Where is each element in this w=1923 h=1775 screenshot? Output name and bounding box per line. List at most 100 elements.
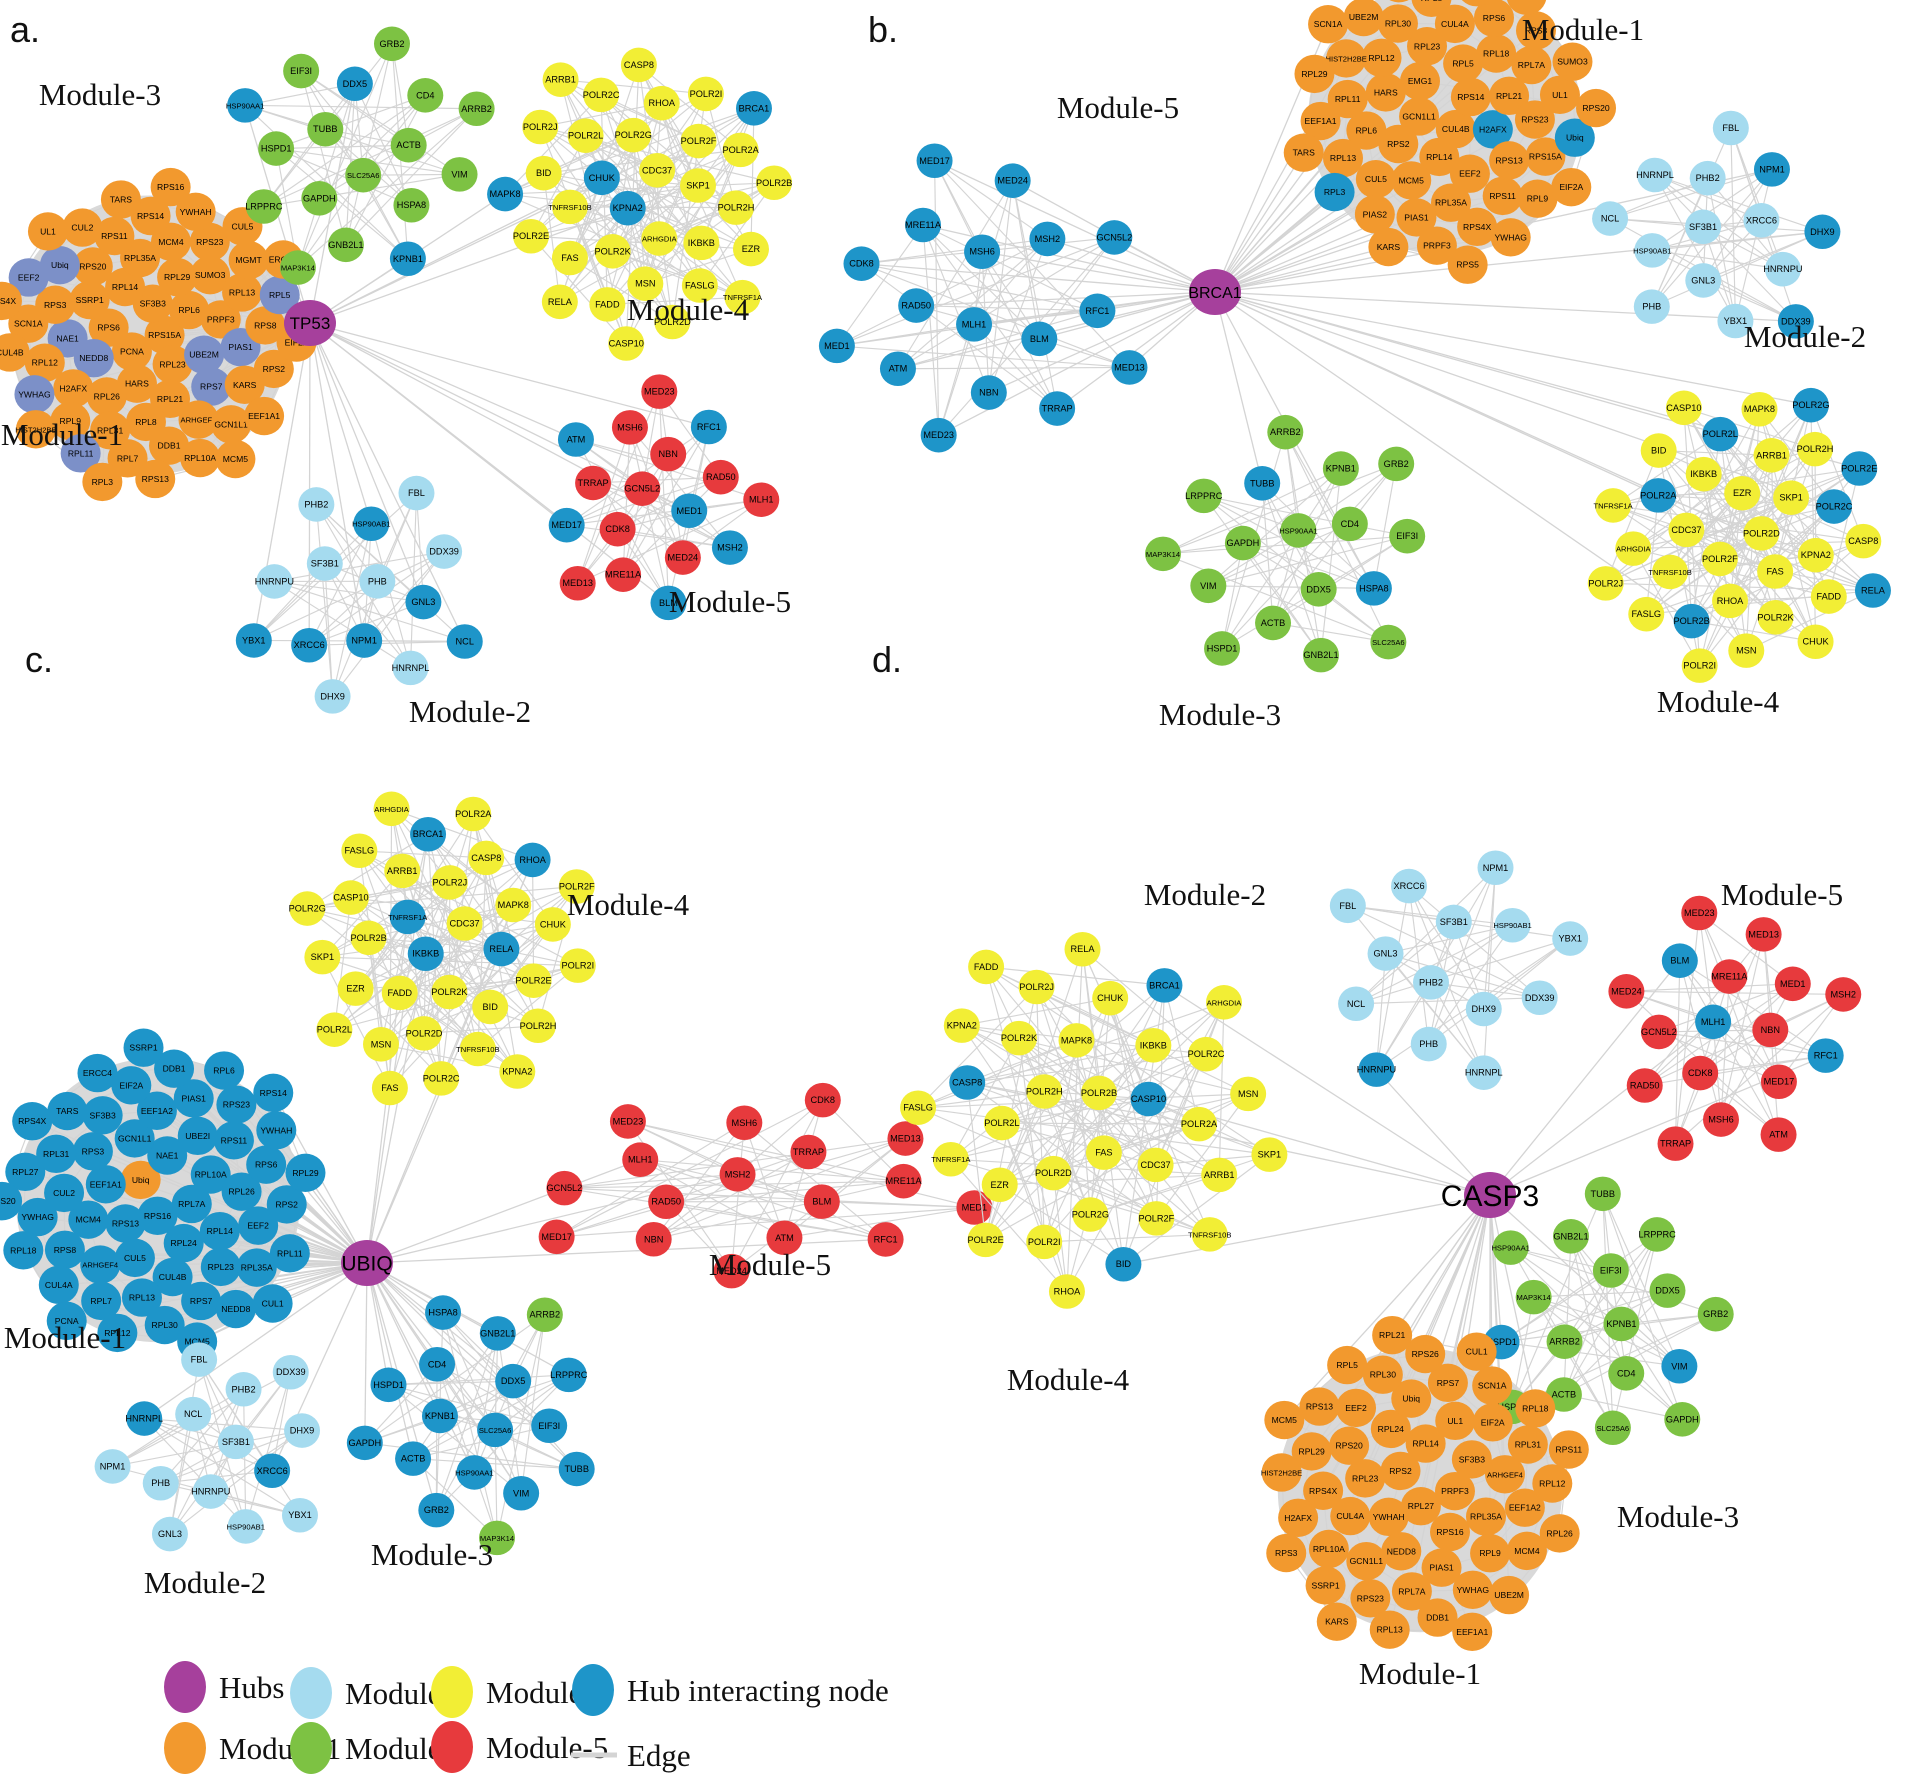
node-RPS8: RPS8 — [245, 306, 286, 345]
node-label-RPL10A: RPL10A — [195, 1170, 227, 1180]
node-label-MED17: MED17 — [919, 156, 950, 166]
node-BRCA1: BRCA1 — [735, 91, 772, 126]
node-CASP10: CASP10 — [608, 326, 645, 361]
node-circle-POLR2F — [1138, 1201, 1175, 1236]
node-label-UL1: UL1 — [1552, 90, 1568, 100]
node-label-ARRB2: ARRB2 — [461, 104, 492, 114]
node-label-MSN: MSN — [1736, 646, 1756, 656]
node-label-ACTB: ACTB — [401, 1454, 426, 1464]
node-CASP8: CASP8 — [620, 47, 657, 83]
node-label-NCL: NCL — [1601, 214, 1619, 224]
node-HSPD1: HSPD1 — [1204, 631, 1241, 666]
node-KPNA2: KPNA2 — [943, 1008, 980, 1043]
node-UBE2M: UBE2M — [1343, 0, 1384, 37]
node-label-HSP90AA1: HSP90AA1 — [455, 1468, 493, 1477]
node-circle-VIM — [1190, 568, 1227, 604]
node-HNRNPL: HNRNPL — [1465, 1055, 1503, 1090]
node-circle-RPL29 — [157, 257, 198, 297]
node-RPL29: RPL29 — [157, 257, 198, 297]
node-circle-BRCA1 — [735, 91, 772, 126]
node-label-RPS23: RPS23 — [1521, 115, 1548, 125]
node-label-PHB2: PHB2 — [304, 499, 328, 509]
node-ATM: ATM — [766, 1220, 803, 1256]
node-circle-POLR2D — [1035, 1155, 1072, 1191]
node-circle-RAD50 — [648, 1184, 685, 1220]
node-label-POLR2C: POLR2C — [1816, 502, 1853, 512]
node-circle-EEF2 — [8, 258, 49, 297]
node-RPL10A: RPL10A — [1308, 1529, 1349, 1569]
node-label-RPL10A: RPL10A — [184, 453, 216, 463]
node-label-RPS2: RPS2 — [1389, 1466, 1412, 1476]
node-circle-POLR2D — [654, 304, 691, 340]
node-circle-MED13 — [1111, 350, 1148, 385]
node-circle-YBX1 — [1552, 921, 1589, 956]
node-MSH2: MSH2 — [719, 1157, 756, 1192]
node-EZR: EZR — [337, 971, 374, 1006]
nodes-layer: PHB2SF3B1DHX9GNL3HSP90AB1PHBXRCC6DDX39NC… — [900, 850, 1862, 1651]
node-circle-TARS — [47, 1091, 88, 1131]
node-RPL10A: RPL10A — [1389, 0, 1409, 3]
node-label-GAPDH: GAPDH — [1227, 538, 1260, 548]
node-label-Ubiq: Ubiq — [1566, 133, 1584, 143]
node-circle-RPL6 — [169, 290, 210, 330]
node-label-EZR: EZR — [346, 984, 365, 994]
node-HSPD1: HSPD1 — [370, 1367, 407, 1403]
node-POLR2E: POLR2E — [1841, 451, 1877, 486]
node-circle-RPL26 — [221, 1172, 262, 1211]
node-RPL23: RPL23 — [200, 1247, 241, 1287]
node-circle-EIF2A — [111, 1066, 152, 1105]
node-circle-GCN5L2 — [546, 1170, 583, 1206]
node-circle-SCN1A — [8, 304, 49, 343]
node-circle-EIF3I — [1389, 518, 1426, 554]
node-label-MRE11A: MRE11A — [885, 1176, 922, 1186]
node-label-RHOA: RHOA — [1717, 596, 1744, 606]
node-label-POLR2H: POLR2H — [520, 1021, 557, 1031]
module-caption-Module-2: Module-2 — [409, 694, 531, 729]
node-circle-YWHAG — [1490, 218, 1531, 257]
node-POLR2H: POLR2H — [520, 1008, 557, 1044]
node-circle-GAPDH — [1224, 525, 1261, 561]
node-label-IKBKB: IKBKB — [1690, 469, 1717, 479]
node-POLR2G: POLR2G — [1792, 387, 1830, 423]
node-label-ACTB: ACTB — [1552, 1389, 1577, 1399]
module-caption-Module-4: Module-4 — [1657, 684, 1780, 719]
node-circle-POLR2F — [1701, 541, 1738, 577]
node-circle-SUMO3 — [190, 255, 231, 295]
node-circle-GAPDH — [1664, 1402, 1701, 1437]
node-RPS14: RPS14 — [1450, 77, 1491, 117]
node-circle-RPS2 — [266, 1185, 307, 1224]
node-circle-EZR — [732, 231, 769, 267]
node-DDX5: DDX5 — [495, 1363, 532, 1399]
node-MAPK8: MAPK8 — [487, 176, 524, 212]
node-circle-MED17 — [548, 507, 585, 543]
node-circle-HSP90AB1 — [353, 506, 390, 542]
node-label-POLR2A: POLR2A — [722, 145, 759, 155]
node-circle-ATM — [879, 351, 916, 387]
node-circle-FADD — [381, 975, 418, 1011]
node-RPS5: RPS5 — [1447, 245, 1488, 284]
node-circle-RHOA — [643, 85, 680, 121]
node-label-GNB2L1: GNB2L1 — [1553, 1231, 1588, 1241]
node-label-MSH2: MSH2 — [1830, 989, 1856, 999]
node-label-MED24: MED24 — [1611, 986, 1642, 996]
node-circle-GCN1L1 — [114, 1119, 155, 1158]
node-label-GAPDH: GAPDH — [348, 1438, 381, 1448]
node-label-POLR2B: POLR2B — [1673, 616, 1709, 626]
node-label-YWHAG: YWHAG — [18, 389, 51, 399]
node-label-RPL11: RPL11 — [277, 1248, 303, 1258]
node-circle-PHB — [1633, 289, 1670, 324]
node-label-RPL6: RPL6 — [1356, 126, 1378, 136]
node-TNFRSF10B: TNFRSF10B — [548, 189, 592, 225]
node-label-RPL29: RPL29 — [292, 1168, 318, 1178]
node-label-MAP3K14: MAP3K14 — [480, 1534, 514, 1543]
node-label-POLR2A: POLR2A — [1181, 1119, 1218, 1129]
node-circle-POLR2B — [1673, 603, 1710, 639]
legend-label-module-5: Module-5 — [486, 1730, 608, 1765]
node-KPNA2: KPNA2 — [609, 190, 646, 226]
node-NAE1: NAE1 — [147, 1136, 188, 1175]
node-label-SF3B1: SF3B1 — [222, 1437, 250, 1447]
node-circle-RPL26 — [86, 377, 127, 416]
node-label-RPL27: RPL27 — [1408, 1501, 1434, 1511]
node-RPS13: RPS13 — [135, 459, 176, 499]
